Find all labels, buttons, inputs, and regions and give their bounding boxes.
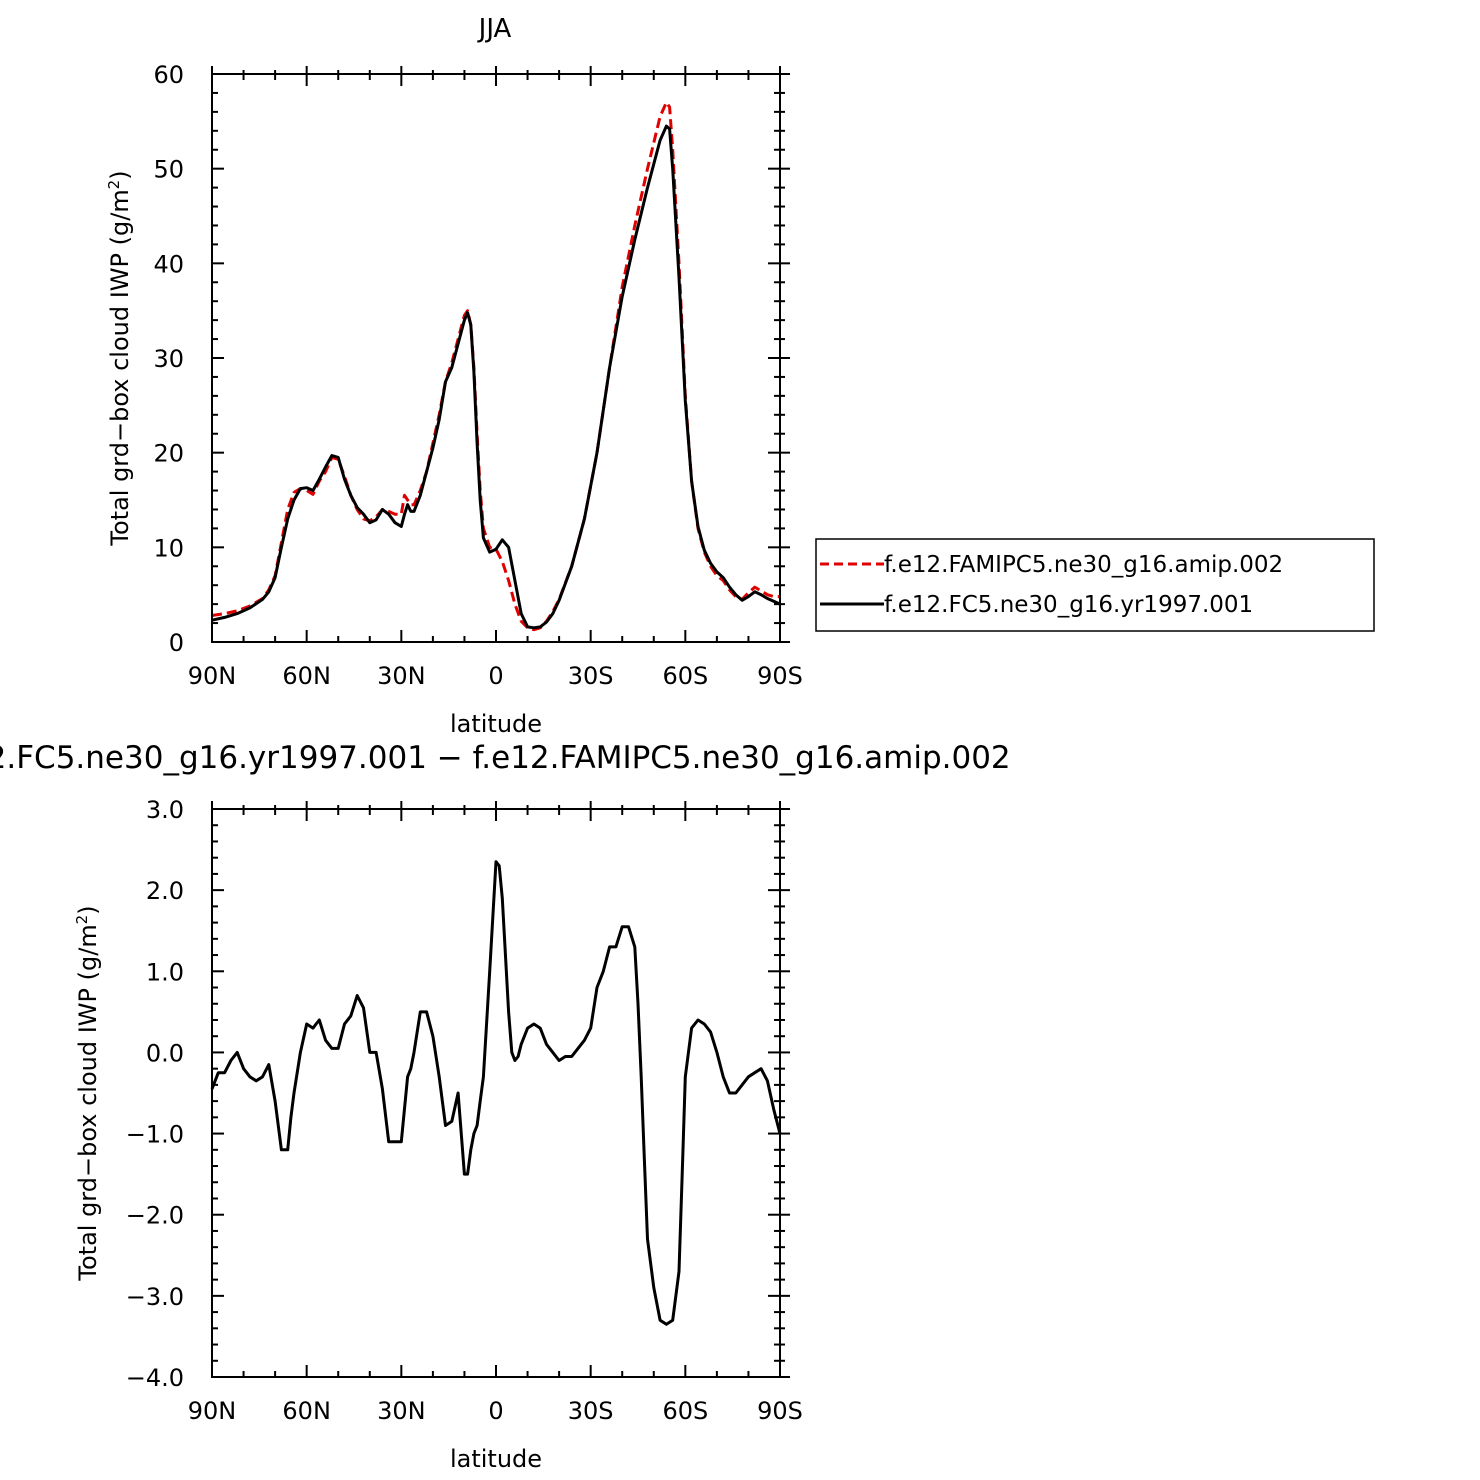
bottom-y-tick-label: −1.0 bbox=[126, 1121, 184, 1149]
bottom-panel: f.e12.FC5.ne30_g16.yr1997.001 − f.e12.FA… bbox=[0, 740, 1011, 1473]
top-series-line-1 bbox=[211, 124, 781, 630]
top-y-tick-label: 0 bbox=[169, 629, 184, 657]
bottom-x-tick-label: 0 bbox=[488, 1397, 503, 1425]
top-panel: JJA 90N 60N 30N 0 30S 60S 90S 0 10 20 30 40 50 60 lat… bbox=[105, 14, 1375, 738]
legend-box bbox=[815, 538, 1375, 632]
top-x-tick-label: 90N bbox=[188, 662, 237, 690]
bottom-x-tick-label: 30S bbox=[568, 1397, 614, 1425]
bottom-x-axis-label: latitude bbox=[450, 1445, 542, 1473]
bottom-series-group bbox=[210, 860, 782, 1326]
top-y-tick-label: 10 bbox=[153, 534, 184, 562]
bottom-y-tick-label: 2.0 bbox=[146, 877, 184, 905]
bottom-y-tick-label: −2.0 bbox=[126, 1202, 184, 1230]
bottom-plot-frame bbox=[211, 808, 781, 1378]
top-y-tick-label: 60 bbox=[153, 61, 184, 89]
bottom-x-tick-label: 90S bbox=[757, 1397, 803, 1425]
top-plot-frame bbox=[211, 73, 781, 643]
top-y-tick-label: 50 bbox=[153, 156, 184, 184]
bottom-x-tick-label: 60N bbox=[282, 1397, 331, 1425]
bottom-y-tick-label: −3.0 bbox=[126, 1283, 184, 1311]
top-tick-group: 90N 60N 30N 0 30S 60S 90S 0 10 20 30 40 50 60 bbox=[153, 61, 802, 690]
top-y-axis-label: Total grd−box cloud IWP (g/m2) bbox=[105, 170, 134, 546]
top-x-tick-label: 60S bbox=[662, 662, 708, 690]
top-x-tick-label: 60N bbox=[282, 662, 331, 690]
legend-label-yr1997: f.e12.FC5.ne30_g16.yr1997.001 bbox=[884, 592, 1253, 618]
bottom-y-tick-label: 1.0 bbox=[146, 958, 184, 986]
legend-label-amip: f.e12.FAMIPC5.ne30_g16.amip.002 bbox=[884, 552, 1283, 578]
bottom-chart-title: f.e12.FC5.ne30_g16.yr1997.001 − f.e12.FA… bbox=[0, 740, 1011, 776]
top-x-tick-label: 30N bbox=[377, 662, 426, 690]
bottom-x-tick-label: 90N bbox=[188, 1397, 237, 1425]
bottom-x-tick-label: 30N bbox=[377, 1397, 426, 1425]
bottom-y-tick-label: −4.0 bbox=[126, 1364, 184, 1392]
bottom-tick-group: 90N 60N 30N 0 30S 60S 90S 3.0 2.0 1.0 0.0 −1.0 −2.0 −… bbox=[126, 796, 803, 1425]
bottom-x-tick-label: 60S bbox=[662, 1397, 708, 1425]
top-legend: f.e12.FAMIPC5.ne30_g16.amip.002 f.e12.FC… bbox=[815, 538, 1375, 632]
top-y-tick-label: 20 bbox=[153, 440, 184, 468]
top-series-group bbox=[211, 100, 781, 632]
top-x-tick-label: 90S bbox=[757, 662, 803, 690]
bottom-y-axis-label: Total grd−box cloud IWP (g/m2) bbox=[73, 905, 102, 1281]
bottom-y-tick-label: 0.0 bbox=[146, 1039, 184, 1067]
top-x-tick-label: 30S bbox=[568, 662, 614, 690]
top-y-tick-label: 30 bbox=[153, 345, 184, 373]
bottom-y-tick-label: 3.0 bbox=[146, 796, 184, 824]
top-chart-title: JJA bbox=[477, 14, 512, 44]
top-x-axis-label: latitude bbox=[450, 710, 542, 738]
top-x-tick-label: 0 bbox=[488, 662, 503, 690]
top-y-tick-label: 40 bbox=[153, 250, 184, 278]
bottom-series-line-0 bbox=[210, 860, 782, 1326]
